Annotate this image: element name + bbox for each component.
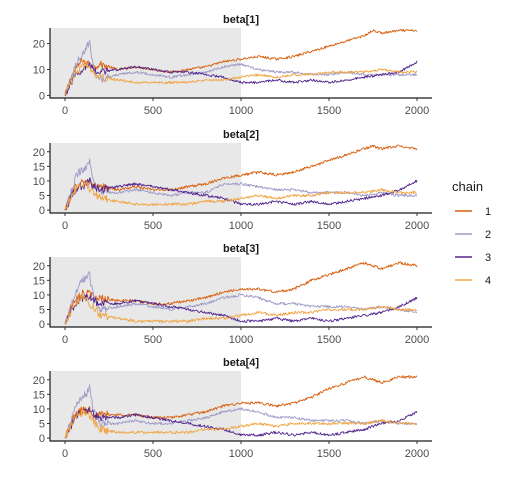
warmup-region xyxy=(50,143,241,213)
x-tick-label: 500 xyxy=(144,334,162,346)
y-tick-label: 20 xyxy=(33,375,45,387)
x-tick-label: 2000 xyxy=(405,448,429,460)
x-tick-label: 1500 xyxy=(317,334,341,346)
y-tick-label: 10 xyxy=(33,404,45,416)
chain-2-trace xyxy=(65,40,418,96)
y-tick-label: 0 xyxy=(39,205,45,217)
panel-2: beta[2] 0 5 10 15 20 0 500 1000 1500 2000 xyxy=(33,129,432,232)
panel-3: beta[3] 0 5 10 15 20 0 500 1000 1500 2000 xyxy=(33,243,432,346)
panel-1: beta[1] 0 10 20 0 500 1000 1500 2000 xyxy=(33,14,432,117)
legend-label: 4 xyxy=(485,275,491,287)
y-tick-label: 5 xyxy=(39,305,45,317)
y-tick-label: 5 xyxy=(39,191,45,203)
legend-title: chain xyxy=(452,179,483,194)
chain-4-trace xyxy=(64,181,418,211)
panel-title: beta[3] xyxy=(223,243,259,255)
x-tick-label: 500 xyxy=(144,220,162,232)
x-tick-label: 1500 xyxy=(317,448,341,460)
x-tick-label: 1000 xyxy=(229,220,253,232)
y-tick-label: 15 xyxy=(33,161,45,173)
chain-4-trace xyxy=(64,60,418,96)
chain-1-trace xyxy=(64,261,418,325)
y-tick-label: 10 xyxy=(33,64,45,76)
x-tick-label: 0 xyxy=(62,220,68,232)
y-tick-label: 20 xyxy=(33,147,45,159)
y-tick-label: 15 xyxy=(33,389,45,401)
legend-label: 3 xyxy=(485,252,491,264)
y-tick-label: 0 xyxy=(39,90,45,102)
x-tick-label: 500 xyxy=(144,105,162,117)
chain-1-trace xyxy=(65,375,418,439)
chain-3-trace xyxy=(65,60,418,96)
y-tick-label: 15 xyxy=(33,275,45,287)
x-tick-label: 2000 xyxy=(405,220,429,232)
y-tick-label: 10 xyxy=(33,290,45,302)
legend-label: 2 xyxy=(485,229,491,241)
chain-4-trace xyxy=(65,294,418,325)
y-tick-label: 20 xyxy=(33,261,45,273)
chain-3-trace xyxy=(64,177,418,211)
legend-label: 1 xyxy=(485,206,491,218)
chain-3-trace xyxy=(64,407,418,439)
x-tick-label: 1500 xyxy=(317,105,341,117)
panel-4: beta[4] 0 5 10 15 20 0 500 1000 1500 2000 xyxy=(33,357,432,460)
y-tick-label: 0 xyxy=(39,319,45,331)
x-tick-label: 1000 xyxy=(229,448,253,460)
x-tick-label: 1000 xyxy=(229,105,253,117)
x-tick-label: 2000 xyxy=(405,334,429,346)
chain-2-trace xyxy=(65,384,418,439)
chain-3-trace xyxy=(65,293,418,325)
x-tick-label: 0 xyxy=(62,334,68,346)
x-tick-label: 1500 xyxy=(317,220,341,232)
x-tick-label: 0 xyxy=(62,105,68,117)
warmup-region xyxy=(50,28,241,98)
legend-entry-chain-2: 2 xyxy=(455,229,491,241)
y-tick-label: 0 xyxy=(39,433,45,445)
y-tick-label: 5 xyxy=(39,419,45,431)
panel-title: beta[2] xyxy=(223,129,259,141)
y-tick-label: 20 xyxy=(33,39,45,51)
chain-1-trace xyxy=(64,144,418,211)
x-tick-label: 0 xyxy=(62,448,68,460)
x-tick-label: 2000 xyxy=(405,105,429,117)
legend-entry-chain-4: 4 xyxy=(455,275,491,287)
warmup-region xyxy=(50,371,241,441)
legend-entry-chain-3: 3 xyxy=(455,252,491,264)
panel-title: beta[1] xyxy=(223,14,259,26)
panel-title: beta[4] xyxy=(223,357,259,369)
x-tick-label: 500 xyxy=(144,448,162,460)
warmup-region xyxy=(50,257,241,327)
chain-2-trace xyxy=(64,158,418,211)
chain-4-trace xyxy=(64,407,418,439)
chain-2-trace xyxy=(64,271,418,325)
y-tick-label: 10 xyxy=(33,176,45,188)
legend-entry-chain-1: 1 xyxy=(455,206,491,218)
x-tick-label: 1000 xyxy=(229,334,253,346)
